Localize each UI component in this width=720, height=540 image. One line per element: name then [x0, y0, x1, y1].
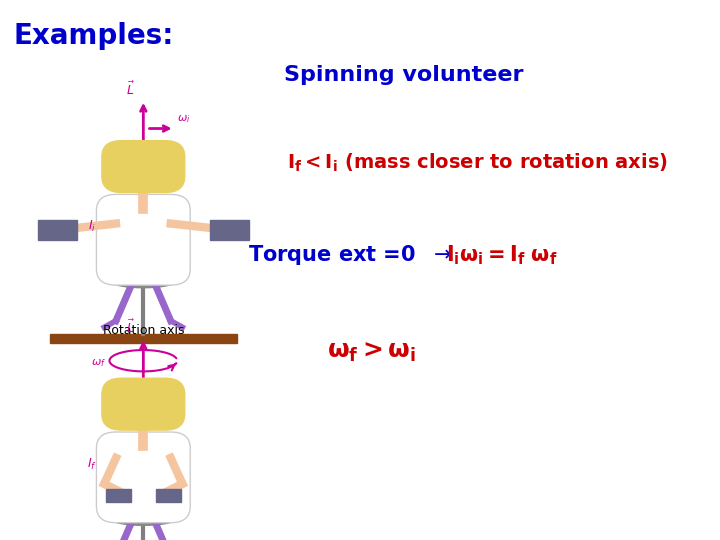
Text: $\vec{L}$: $\vec{L}$	[126, 319, 135, 336]
Text: $\mathbf{\omega_f > \omega_i}$: $\mathbf{\omega_f > \omega_i}$	[327, 340, 416, 364]
Ellipse shape	[112, 276, 175, 288]
Circle shape	[122, 157, 165, 193]
FancyBboxPatch shape	[96, 432, 190, 523]
Text: Rotation axis: Rotation axis	[102, 324, 184, 337]
Text: Spinning volunteer: Spinning volunteer	[284, 65, 523, 85]
Bar	[37, 220, 77, 240]
Bar	[106, 489, 131, 502]
Text: $I_i$: $I_i$	[89, 219, 96, 234]
FancyBboxPatch shape	[102, 378, 185, 430]
Text: $\omega_f$: $\omega_f$	[91, 357, 106, 369]
Ellipse shape	[112, 514, 175, 525]
Text: $\vec{L}$: $\vec{L}$	[126, 81, 135, 98]
Text: $\omega_i$: $\omega_i$	[177, 113, 191, 125]
Circle shape	[122, 394, 165, 431]
Text: Torque ext =0  $\rightarrow$: Torque ext =0 $\rightarrow$	[248, 243, 464, 267]
FancyBboxPatch shape	[96, 194, 190, 285]
Text: $\mathbf{I_i\omega_i = I_f\ \omega_f}$: $\mathbf{I_i\omega_i = I_f\ \omega_f}$	[446, 243, 558, 267]
FancyBboxPatch shape	[102, 140, 185, 192]
Bar	[210, 220, 249, 240]
Text: $\mathbf{I_f < I_i}$ (mass closer to rotation axis): $\mathbf{I_f < I_i}$ (mass closer to rot…	[287, 151, 667, 173]
Text: Examples:: Examples:	[13, 22, 174, 50]
Text: $I_f$: $I_f$	[86, 457, 96, 472]
Bar	[156, 489, 181, 502]
Bar	[50, 334, 237, 343]
